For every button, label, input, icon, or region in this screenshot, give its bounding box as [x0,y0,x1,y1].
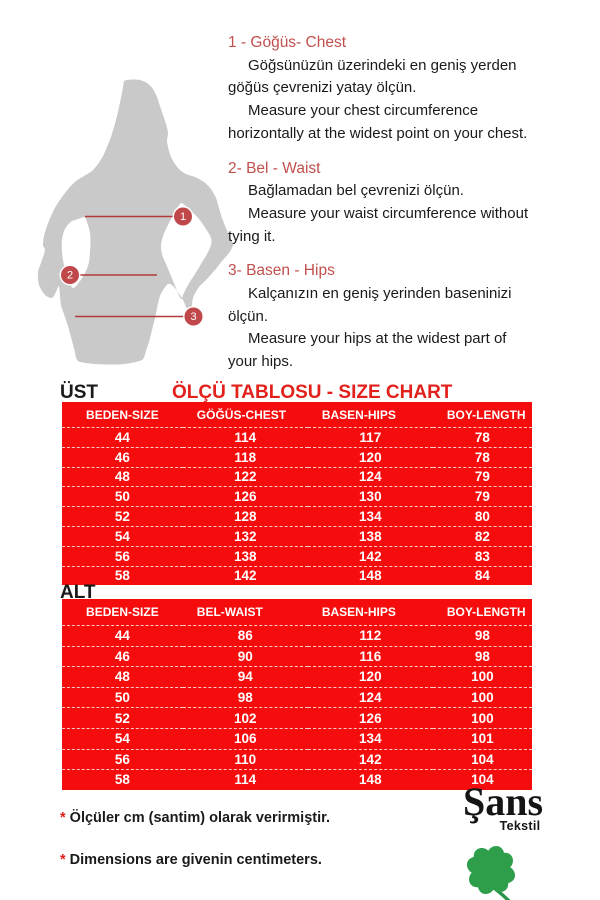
svg-text:1: 1 [180,211,186,223]
svg-text:3: 3 [190,311,196,323]
svg-text:2: 2 [67,270,73,282]
svg-text:Tekstil: Tekstil [500,819,541,833]
